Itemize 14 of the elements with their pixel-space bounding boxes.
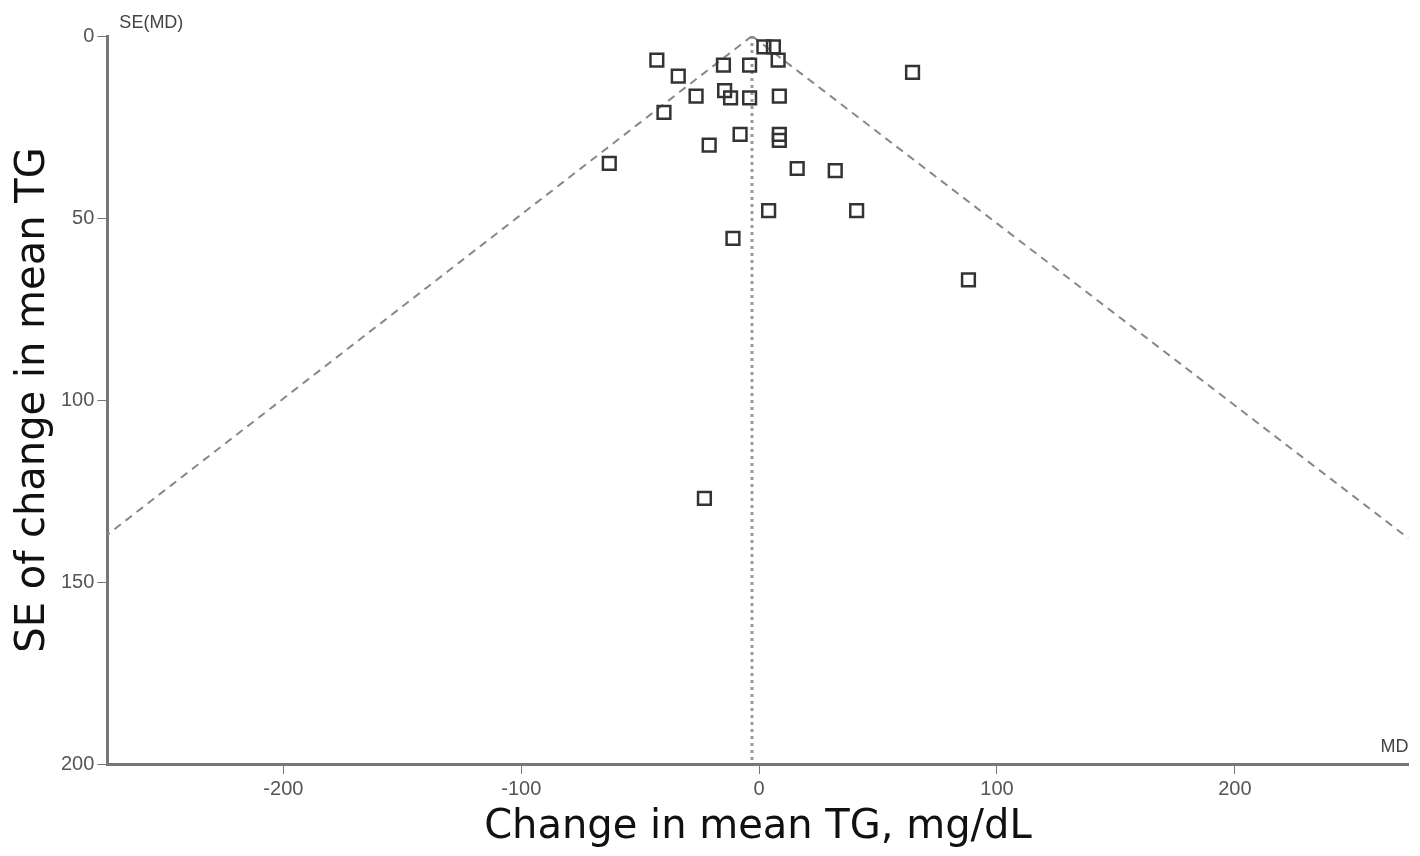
x-tick-label: 200 [1218,776,1252,799]
x-tick-label: -100 [501,776,542,799]
y-axis-title: SE of change in mean TG [7,147,54,653]
y-tick-label: 50 [72,205,95,228]
x-tick-label: -200 [263,776,304,799]
text: SE(MD) [119,11,184,32]
y-tick-label: 0 [83,23,95,46]
y-tick-label: 100 [60,387,95,410]
x-axis-title: Change in mean TG, mg/dL [484,801,1033,848]
x-tick-label: 0 [753,776,765,799]
y-tick-label: 200 [60,751,95,774]
x-tick-label: 100 [980,776,1014,799]
annotation: MD [1380,735,1409,756]
y-tick-label: 150 [60,569,95,592]
